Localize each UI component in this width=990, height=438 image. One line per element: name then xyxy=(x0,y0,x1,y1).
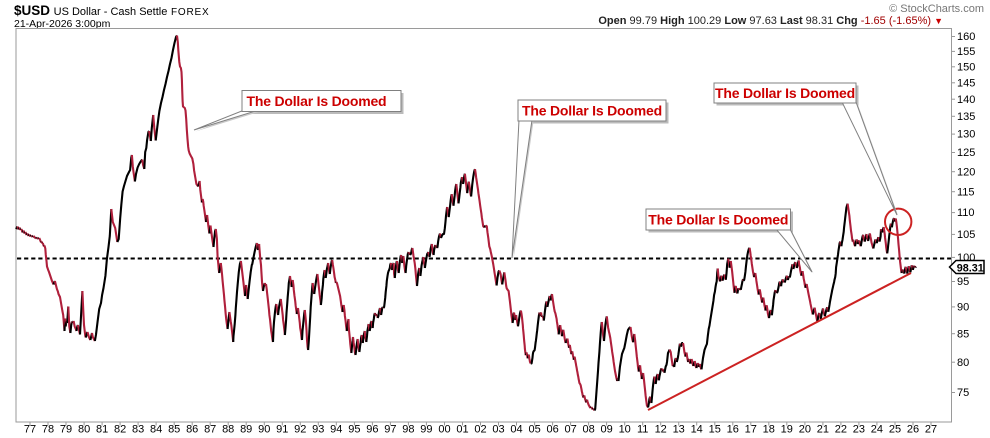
svg-text:105: 105 xyxy=(957,229,975,241)
svg-text:The Dollar Is Doomed: The Dollar Is Doomed xyxy=(715,85,855,101)
svg-text:97: 97 xyxy=(384,424,396,436)
svg-text:08: 08 xyxy=(582,424,594,436)
svg-text:83: 83 xyxy=(132,424,144,436)
svg-text:89: 89 xyxy=(240,424,252,436)
svg-text:150: 150 xyxy=(957,61,975,73)
svg-text:15: 15 xyxy=(709,424,721,436)
svg-text:120: 120 xyxy=(957,166,975,178)
svg-text:23: 23 xyxy=(853,424,865,436)
svg-text:90: 90 xyxy=(258,424,270,436)
svg-text:01: 01 xyxy=(456,424,468,436)
svg-text:75: 75 xyxy=(957,387,969,399)
svg-text:110: 110 xyxy=(957,207,975,219)
svg-text:84: 84 xyxy=(150,424,162,436)
svg-text:96: 96 xyxy=(366,424,378,436)
svg-text:13: 13 xyxy=(673,424,685,436)
svg-text:82: 82 xyxy=(114,424,126,436)
svg-text:94: 94 xyxy=(330,424,342,436)
svg-text:16: 16 xyxy=(727,424,739,436)
svg-text:The Dollar Is Doomed: The Dollar Is Doomed xyxy=(522,102,662,118)
svg-text:91: 91 xyxy=(276,424,288,436)
svg-text:22: 22 xyxy=(835,424,847,436)
svg-text:135: 135 xyxy=(957,111,975,123)
svg-text:155: 155 xyxy=(957,46,975,58)
svg-text:99: 99 xyxy=(420,424,432,436)
svg-text:06: 06 xyxy=(546,424,558,436)
svg-text:98.31: 98.31 xyxy=(957,263,984,275)
svg-text:87: 87 xyxy=(204,424,216,436)
svg-text:The Dollar Is Doomed: The Dollar Is Doomed xyxy=(648,211,788,227)
svg-text:93: 93 xyxy=(312,424,324,436)
svg-text:95: 95 xyxy=(957,276,969,288)
svg-text:02: 02 xyxy=(474,424,486,436)
svg-text:25: 25 xyxy=(889,424,901,436)
svg-text:03: 03 xyxy=(492,424,504,436)
svg-text:80: 80 xyxy=(957,357,969,369)
svg-text:21: 21 xyxy=(817,424,829,436)
svg-text:95: 95 xyxy=(348,424,360,436)
svg-text:17: 17 xyxy=(745,424,757,436)
svg-text:04: 04 xyxy=(510,424,522,436)
svg-text:The Dollar Is Doomed: The Dollar Is Doomed xyxy=(247,93,387,109)
svg-text:88: 88 xyxy=(222,424,234,436)
svg-text:85: 85 xyxy=(957,328,969,340)
svg-text:05: 05 xyxy=(528,424,540,436)
svg-text:24: 24 xyxy=(871,424,883,436)
svg-text:09: 09 xyxy=(600,424,612,436)
svg-text:77: 77 xyxy=(24,424,36,436)
svg-text:125: 125 xyxy=(957,147,975,159)
svg-text:145: 145 xyxy=(957,77,975,89)
svg-text:81: 81 xyxy=(96,424,108,436)
svg-text:19: 19 xyxy=(781,424,793,436)
svg-text:80: 80 xyxy=(78,424,90,436)
svg-text:140: 140 xyxy=(957,94,975,106)
svg-text:79: 79 xyxy=(60,424,72,436)
svg-text:130: 130 xyxy=(957,129,975,141)
svg-text:90: 90 xyxy=(957,302,969,314)
svg-text:20: 20 xyxy=(799,424,811,436)
svg-text:86: 86 xyxy=(186,424,198,436)
svg-text:18: 18 xyxy=(763,424,775,436)
svg-text:27: 27 xyxy=(925,424,937,436)
svg-text:85: 85 xyxy=(168,424,180,436)
svg-text:115: 115 xyxy=(957,186,975,198)
svg-text:11: 11 xyxy=(637,424,648,436)
svg-text:78: 78 xyxy=(42,424,54,436)
svg-text:26: 26 xyxy=(907,424,919,436)
svg-text:14: 14 xyxy=(691,424,703,436)
svg-text:160: 160 xyxy=(957,31,975,43)
svg-text:12: 12 xyxy=(655,424,667,436)
svg-text:00: 00 xyxy=(438,424,450,436)
svg-text:10: 10 xyxy=(619,424,631,436)
svg-text:07: 07 xyxy=(564,424,576,436)
svg-text:98: 98 xyxy=(402,424,414,436)
svg-text:92: 92 xyxy=(294,424,306,436)
